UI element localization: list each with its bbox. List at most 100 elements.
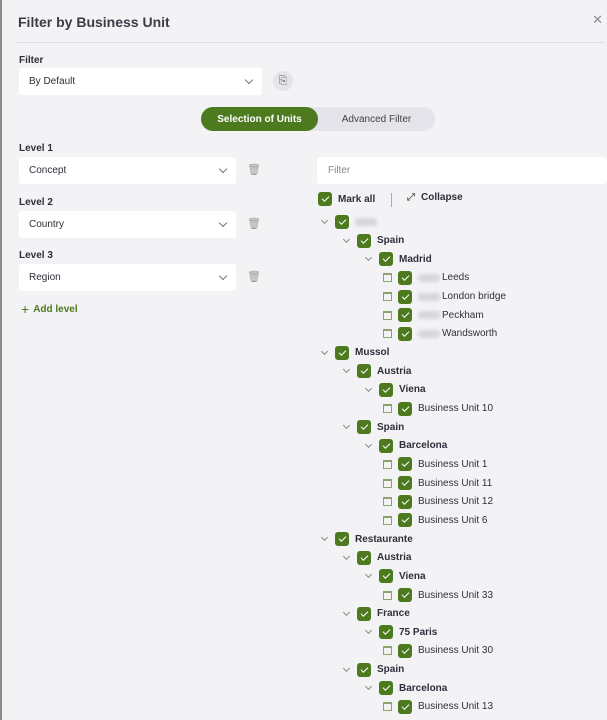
chevron-down-icon[interactable] bbox=[342, 552, 351, 560]
checkbox-checked[interactable] bbox=[398, 308, 412, 323]
tree-node[interactable]: Spain bbox=[342, 661, 404, 679]
chevron-down-icon[interactable] bbox=[342, 664, 351, 672]
checkbox-checked[interactable] bbox=[379, 438, 393, 453]
tree-node[interactable]: Business Unit 12 bbox=[383, 493, 493, 511]
tree-node-label: London bridge bbox=[442, 291, 506, 303]
tree-node-label: Business Unit 1 bbox=[418, 458, 488, 470]
tree-node[interactable]: Wandsworth bbox=[383, 325, 497, 343]
chevron-down-icon[interactable] bbox=[320, 347, 329, 355]
tree-node[interactable]: 75 Paris bbox=[364, 623, 437, 641]
checkbox-checked[interactable] bbox=[398, 476, 412, 491]
checkbox-checked[interactable] bbox=[398, 457, 412, 472]
tree-node[interactable]: Business Unit 11 bbox=[383, 474, 492, 492]
checkbox-checked[interactable] bbox=[357, 364, 371, 379]
level-3-select[interactable]: Region bbox=[19, 264, 236, 291]
store-icon bbox=[383, 404, 392, 413]
chevron-down-icon[interactable] bbox=[342, 235, 351, 243]
chevron-down-icon[interactable] bbox=[364, 440, 373, 448]
tree-node[interactable]: Business Unit 10 bbox=[383, 400, 493, 418]
tab-selection-of-units[interactable]: Selection of Units bbox=[201, 107, 318, 131]
checkbox-checked[interactable] bbox=[357, 606, 371, 621]
chevron-down-icon[interactable] bbox=[364, 683, 373, 691]
checkbox-checked[interactable] bbox=[335, 345, 349, 360]
delete-level-2-icon[interactable]: 🗑 bbox=[247, 218, 261, 230]
checkbox-checked[interactable] bbox=[379, 382, 393, 397]
add-level-button[interactable]: + Add level bbox=[21, 301, 78, 317]
chevron-down-icon[interactable] bbox=[320, 534, 329, 542]
chevron-down-icon[interactable] bbox=[342, 422, 351, 430]
tree-node[interactable]: Austria bbox=[342, 362, 411, 380]
tab-advanced-filter[interactable]: Advanced Filter bbox=[341, 113, 412, 125]
checkbox-checked[interactable] bbox=[398, 270, 412, 285]
redacted-text bbox=[418, 329, 440, 338]
checkbox-checked[interactable] bbox=[398, 289, 412, 304]
tree-node[interactable]: Madrid bbox=[364, 250, 432, 268]
checkbox-checked[interactable] bbox=[318, 192, 332, 206]
checkbox-checked[interactable] bbox=[357, 420, 371, 435]
chevron-down-icon bbox=[218, 218, 228, 228]
checkbox-checked[interactable] bbox=[379, 252, 393, 267]
tree-node[interactable]: Business Unit 1 bbox=[383, 455, 487, 473]
tree-node-label: Spain bbox=[377, 235, 405, 247]
tree-node[interactable]: Business Unit 6 bbox=[383, 511, 487, 529]
close-icon[interactable]: ✕ bbox=[592, 12, 603, 27]
tree-node[interactable]: Viena bbox=[364, 381, 426, 399]
redacted-text bbox=[418, 292, 440, 301]
tree-node[interactable]: Viena bbox=[364, 567, 426, 585]
filter-select[interactable]: By Default bbox=[19, 68, 262, 95]
checkbox-checked[interactable] bbox=[398, 643, 412, 658]
tree-node[interactable]: Restaurante bbox=[320, 530, 413, 548]
chevron-down-icon[interactable] bbox=[320, 216, 329, 225]
chevron-down-icon[interactable] bbox=[364, 571, 373, 579]
chevron-down-icon[interactable] bbox=[364, 254, 373, 262]
checkbox-checked[interactable] bbox=[335, 215, 349, 229]
tree-node-label: Business Unit 12 bbox=[418, 496, 494, 508]
tree-node[interactable]: France bbox=[342, 605, 410, 623]
level-2-select[interactable]: Country bbox=[19, 211, 236, 238]
tree-node[interactable]: Business Unit 33 bbox=[383, 586, 493, 604]
tree-node[interactable]: Peckham bbox=[383, 306, 484, 324]
checkbox-checked[interactable] bbox=[335, 532, 349, 547]
level-2-label: Level 2 bbox=[19, 197, 53, 208]
tree-node[interactable]: Spain bbox=[342, 232, 404, 250]
collapse-button[interactable]: ⤢ Collapse bbox=[407, 192, 463, 203]
checkbox-checked[interactable] bbox=[398, 494, 412, 509]
chevron-down-icon[interactable] bbox=[364, 384, 373, 392]
tree-node[interactable]: Business Unit 30 bbox=[383, 642, 493, 660]
checkbox-checked[interactable] bbox=[398, 401, 412, 416]
tree-node-label: Viena bbox=[399, 384, 426, 396]
checkbox-checked[interactable] bbox=[398, 588, 412, 602]
tree-node[interactable]: Business Unit 13 bbox=[383, 698, 493, 716]
level-3-label: Level 3 bbox=[19, 250, 53, 261]
tree-node[interactable]: Barcelona bbox=[364, 679, 447, 697]
tree-node[interactable]: Spain bbox=[342, 418, 404, 436]
chevron-down-icon[interactable] bbox=[364, 627, 373, 635]
mark-all-checkbox[interactable]: Mark all bbox=[318, 192, 375, 206]
tree-node-label: Business Unit 33 bbox=[418, 589, 494, 601]
tree-node-label: Wandsworth bbox=[442, 328, 498, 340]
tree-filter-input[interactable] bbox=[317, 157, 607, 184]
checkbox-checked[interactable] bbox=[357, 233, 371, 248]
checkbox-checked[interactable] bbox=[398, 513, 412, 528]
delete-level-1-icon[interactable]: 🗑 bbox=[247, 164, 261, 176]
checkbox-checked[interactable] bbox=[398, 326, 412, 341]
checkbox-checked[interactable] bbox=[379, 625, 393, 640]
checkbox-checked[interactable] bbox=[357, 550, 371, 565]
tree-node[interactable]: Austria bbox=[342, 549, 411, 567]
chevron-down-icon[interactable] bbox=[342, 608, 351, 616]
save-filter-button[interactable]: ⎘ bbox=[273, 71, 293, 91]
checkbox-checked[interactable] bbox=[379, 681, 393, 696]
checkbox-checked[interactable] bbox=[357, 662, 371, 677]
redacted-text bbox=[355, 218, 377, 226]
tree-node[interactable]: Barcelona bbox=[364, 437, 447, 455]
checkbox-checked[interactable] bbox=[398, 699, 412, 714]
level-1-select[interactable]: Concept bbox=[19, 157, 236, 184]
tree-node[interactable] bbox=[320, 213, 379, 231]
tree-node[interactable]: London bridge bbox=[383, 288, 506, 306]
tree-node[interactable]: Mussol bbox=[320, 344, 389, 362]
tree-node[interactable]: Leeds bbox=[383, 269, 469, 287]
checkbox-checked[interactable] bbox=[379, 569, 393, 584]
chevron-down-icon[interactable] bbox=[342, 366, 351, 374]
plus-icon: + bbox=[21, 301, 30, 317]
delete-level-3-icon[interactable]: 🗑 bbox=[247, 271, 261, 283]
